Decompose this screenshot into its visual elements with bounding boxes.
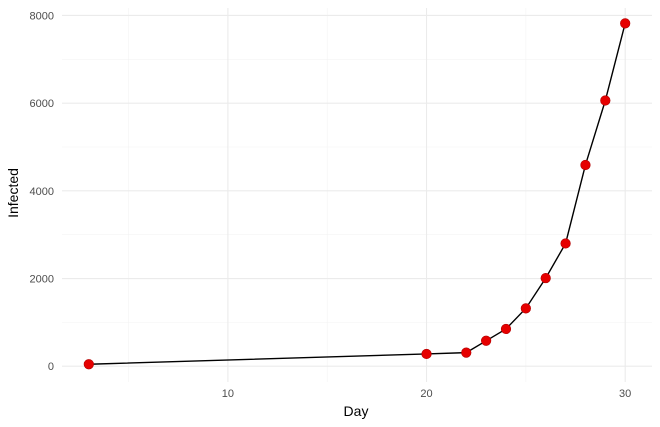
data-point — [560, 238, 571, 249]
data-point — [83, 359, 94, 370]
data-point — [580, 159, 591, 171]
x-tick-label: 30 — [619, 388, 631, 400]
y-tick-label: 4000 — [30, 186, 54, 198]
data-point — [540, 272, 551, 284]
data-point — [421, 348, 432, 360]
data-point — [620, 18, 631, 29]
y-tick-label: 0 — [48, 361, 54, 373]
series-line-layer — [88, 23, 626, 365]
y-axis-title: Infected — [5, 168, 21, 218]
y-axis-ticks: 0 2000 4000 6000 8000 — [30, 10, 54, 373]
series-points — [83, 18, 631, 370]
grid — [62, 8, 652, 382]
data-point — [500, 323, 512, 335]
x-tick-label: 10 — [222, 388, 234, 400]
y-tick-label: 8000 — [30, 10, 54, 22]
x-axis-ticks: 10 20 30 — [222, 388, 632, 400]
data-point — [600, 95, 611, 106]
data-point — [481, 335, 492, 346]
x-tick-label: 20 — [420, 388, 432, 400]
y-tick-label: 6000 — [30, 98, 54, 110]
data-point — [520, 303, 531, 314]
x-axis-title: Day — [344, 403, 369, 419]
y-tick-label: 2000 — [30, 274, 54, 286]
data-point — [461, 347, 472, 358]
series-line — [88, 23, 626, 365]
